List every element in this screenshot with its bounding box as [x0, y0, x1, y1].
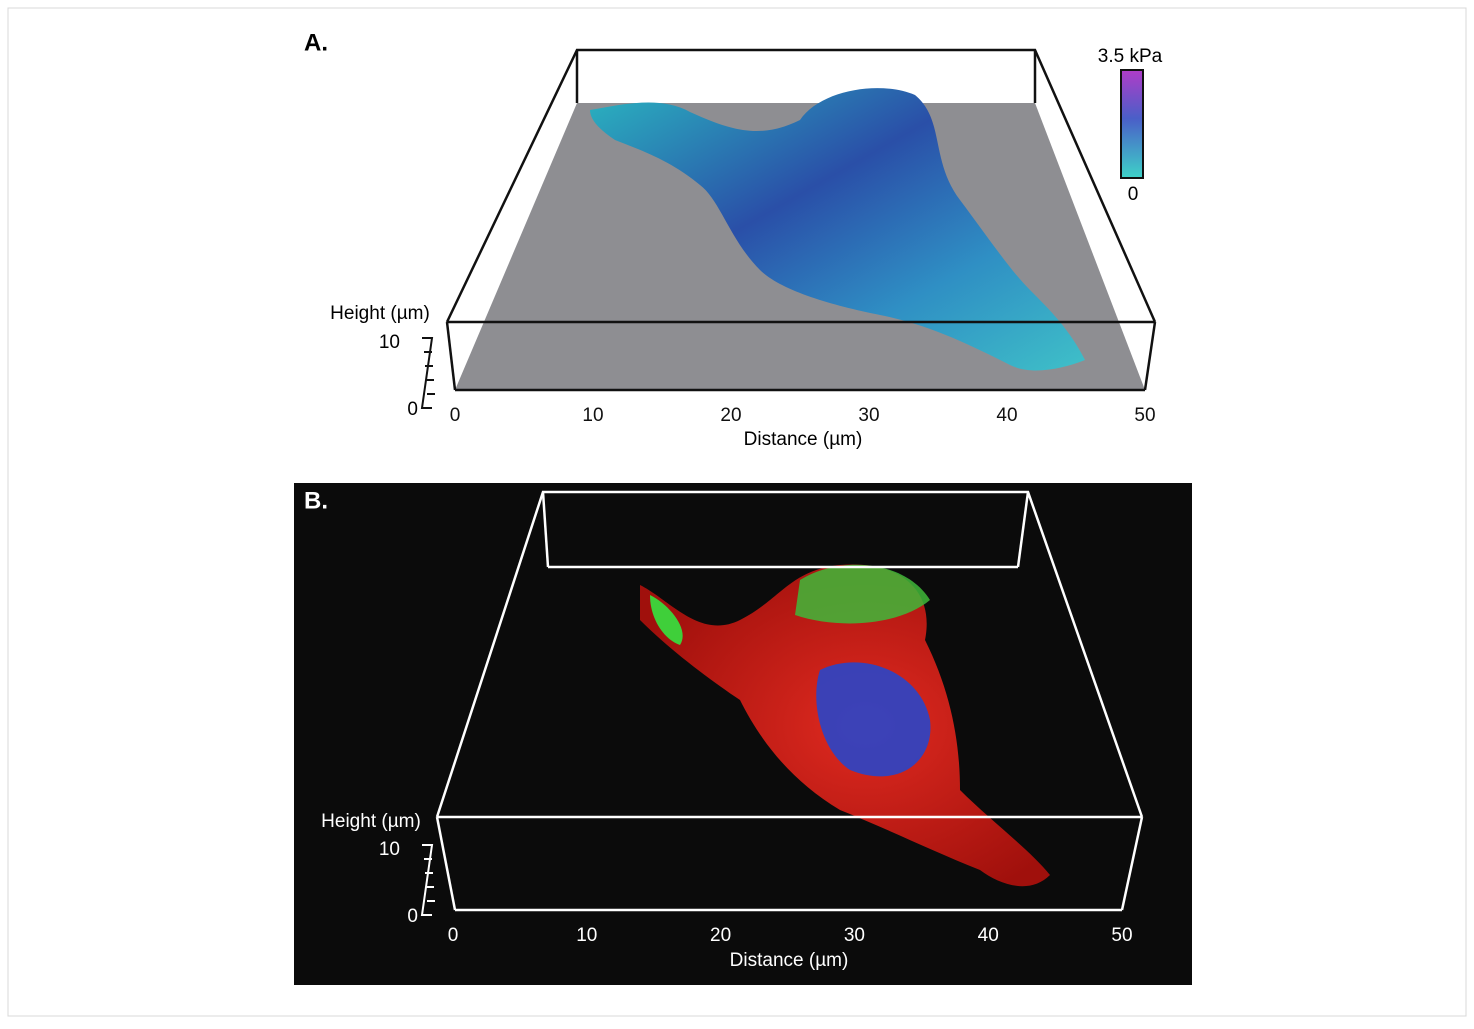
panel-a: A. 3.5 kPa 0 Height (µm) 10 0 Distance (… — [304, 29, 1163, 450]
height-tick: 10 — [379, 839, 400, 860]
height-label: Height (µm) — [330, 303, 430, 324]
figure: A. 3.5 kPa 0 Height (µm) 10 0 Distance (… — [0, 0, 1474, 1024]
panel-label: A. — [304, 29, 328, 56]
distance-tick: 40 — [996, 405, 1017, 426]
distance-tick: 20 — [710, 925, 731, 946]
distance-label: Distance (µm) — [744, 429, 863, 450]
distance-tick: 0 — [448, 925, 459, 946]
panel-label: B. — [304, 487, 328, 514]
distance-tick: 30 — [844, 925, 865, 946]
distance-label: Distance (µm) — [730, 950, 849, 971]
distance-tick: 20 — [720, 405, 741, 426]
panel-b: B. Height (µm) 10 0 Distance (µm) — [294, 483, 1192, 985]
colorbar-max: 3.5 kPa — [1098, 46, 1163, 67]
distance-tick: 10 — [582, 405, 603, 426]
colorbar — [1121, 70, 1143, 178]
distance-tick: 40 — [978, 925, 999, 946]
distance-tick: 30 — [858, 405, 879, 426]
distance-tick: 50 — [1134, 405, 1155, 426]
colorbar-min: 0 — [1128, 184, 1139, 205]
height-ruler — [422, 338, 435, 408]
height-tick: 10 — [379, 332, 400, 353]
height-tick: 0 — [407, 906, 418, 927]
distance-tick: 0 — [450, 405, 461, 426]
height-tick: 0 — [407, 399, 418, 420]
height-label: Height (µm) — [321, 811, 421, 832]
distance-tick: 50 — [1111, 925, 1132, 946]
distance-tick: 10 — [576, 925, 597, 946]
